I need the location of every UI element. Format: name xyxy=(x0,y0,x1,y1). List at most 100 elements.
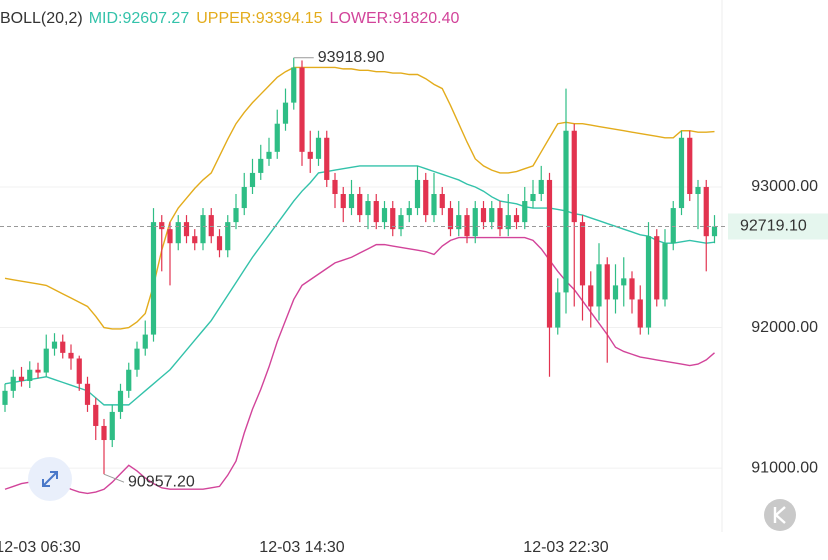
candle-body xyxy=(588,285,594,307)
candle-body xyxy=(43,348,49,373)
candle-body xyxy=(192,236,198,244)
candle-body xyxy=(596,264,602,307)
candle-body xyxy=(480,208,487,223)
candle-body xyxy=(414,179,421,209)
candle-body xyxy=(324,137,330,180)
candle-body xyxy=(307,151,313,159)
candle-body xyxy=(51,341,58,349)
candle-body xyxy=(266,151,272,159)
candle-body xyxy=(200,215,206,244)
candle-body xyxy=(637,299,643,328)
legend-entry: MID:92607.27 xyxy=(89,10,190,27)
x-tick-label: 12-03 22:30 xyxy=(523,539,609,556)
indicator-label: BOLL(20,2) xyxy=(0,10,83,27)
candle-body xyxy=(340,194,346,209)
candle-body xyxy=(530,194,536,202)
candle-body xyxy=(505,215,511,230)
candle-body xyxy=(629,278,635,300)
candle-body xyxy=(695,186,701,195)
candle-body xyxy=(711,226,718,237)
candle-body xyxy=(183,222,190,237)
candle-body xyxy=(175,222,181,244)
candle-body xyxy=(93,404,99,426)
annotation-label: 93918.90 xyxy=(318,49,385,66)
back-button[interactable] xyxy=(764,499,796,531)
candle-body xyxy=(10,376,16,391)
candle-body xyxy=(670,208,676,244)
candle-body xyxy=(142,334,148,349)
candle-body xyxy=(291,67,297,103)
x-tick-label: 12-03 14:30 xyxy=(259,539,345,556)
last-price-tag xyxy=(728,213,828,240)
candle-body xyxy=(439,194,445,209)
candle-body xyxy=(464,215,470,237)
candle-body xyxy=(489,208,495,223)
annotation-label: 90957.20 xyxy=(128,473,195,490)
legend-entry: LOWER:91820.40 xyxy=(330,10,460,27)
candle-body xyxy=(27,369,33,381)
candle-body xyxy=(167,229,173,244)
candle-body xyxy=(381,208,388,223)
candle-body xyxy=(563,130,569,293)
candle-body xyxy=(249,172,256,187)
candle-body xyxy=(35,369,41,373)
candle-body xyxy=(150,222,157,335)
candle-body xyxy=(390,208,396,230)
candle-body xyxy=(101,425,107,441)
candle-body xyxy=(357,194,363,216)
candle-body xyxy=(662,243,668,300)
candle-body xyxy=(68,352,74,359)
candle-body xyxy=(76,358,82,384)
candle-body xyxy=(687,137,693,195)
candle-body xyxy=(348,194,355,209)
candle-body xyxy=(612,285,619,300)
candle-body xyxy=(84,383,91,405)
y-tick-label: 91000.00 xyxy=(751,459,818,476)
candle-body xyxy=(447,208,454,230)
candle-body xyxy=(571,130,577,223)
candle-body xyxy=(678,137,685,209)
candle-body xyxy=(654,236,660,300)
candle-body xyxy=(472,208,478,237)
candle-body xyxy=(109,411,115,441)
candle-body xyxy=(423,179,429,216)
candle-body xyxy=(406,208,412,216)
candle-body xyxy=(497,208,503,230)
y-tick-label: 92000.00 xyxy=(751,319,818,336)
band-line xyxy=(4,66,715,330)
candle-body xyxy=(126,369,132,391)
candle-body xyxy=(555,292,561,328)
candle-body xyxy=(373,201,379,223)
candle-body xyxy=(621,278,627,286)
candle-body xyxy=(208,215,214,237)
legend-entry: UPPER:93394.15 xyxy=(196,10,322,27)
candle-body xyxy=(546,179,553,328)
candle-body xyxy=(216,236,223,251)
candle-body xyxy=(299,67,305,152)
candle-body xyxy=(398,215,404,230)
candle-body xyxy=(225,222,231,251)
annotation-leader xyxy=(103,473,125,483)
candle-body xyxy=(456,215,462,230)
candle-body xyxy=(274,123,280,152)
last-price-label: 92719.10 xyxy=(740,218,807,235)
y-tick-label: 93000.00 xyxy=(751,178,818,195)
candle-body xyxy=(117,390,124,412)
candle-body xyxy=(365,201,371,216)
expand-button[interactable] xyxy=(28,457,72,501)
candle-body xyxy=(18,376,25,381)
candle-body xyxy=(233,208,239,223)
candle-body xyxy=(134,348,140,370)
candle-body xyxy=(645,236,652,328)
candle-body xyxy=(2,390,8,405)
band-line xyxy=(4,165,715,406)
band-line xyxy=(4,236,715,495)
candle-body xyxy=(241,186,247,209)
candle-body xyxy=(579,222,586,286)
candle-body xyxy=(282,102,289,124)
candle-body xyxy=(513,215,520,223)
candle-body xyxy=(159,222,165,230)
x-tick-label: 12-03 06:30 xyxy=(0,539,81,556)
